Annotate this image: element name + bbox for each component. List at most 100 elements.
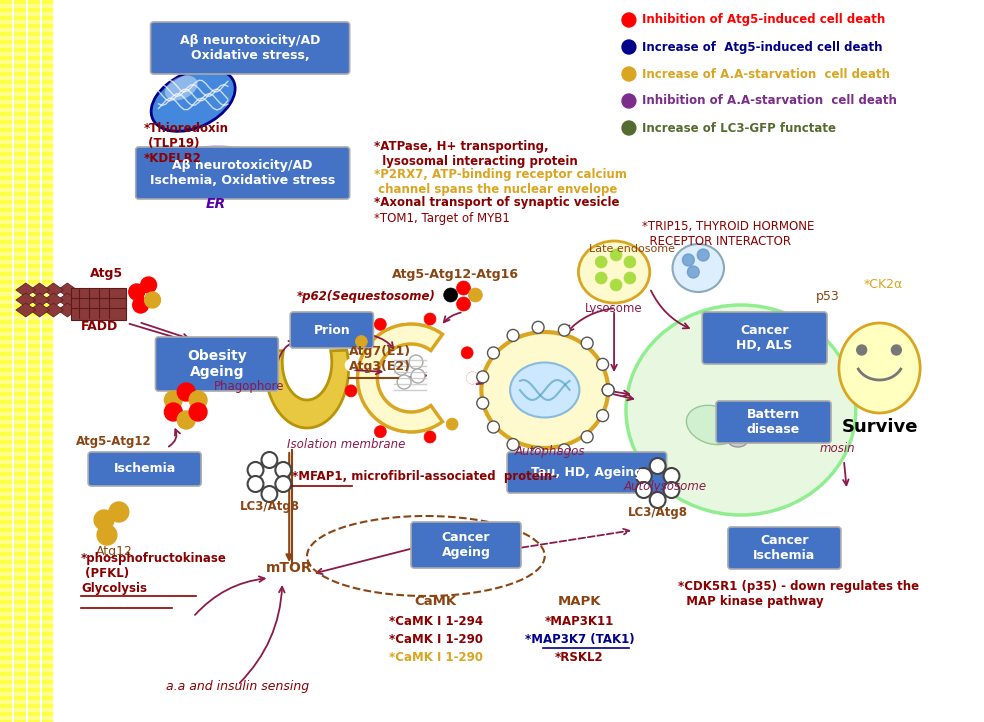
FancyBboxPatch shape [411,522,521,568]
Ellipse shape [152,147,255,197]
Polygon shape [57,303,78,317]
Bar [14,560,26,564]
Bar [0,664,12,668]
Circle shape [468,288,482,302]
Bar [41,352,53,356]
Polygon shape [30,303,49,317]
Circle shape [109,502,129,522]
Bar [28,712,39,716]
Bar [41,472,53,476]
Text: *Axonal transport of synaptic vesicle: *Axonal transport of synaptic vesicle [374,196,620,209]
Circle shape [507,438,519,451]
Bar [28,208,39,212]
Circle shape [622,67,636,81]
Bar [14,592,26,596]
Bar [14,184,26,188]
Text: *TOM1, Target of MYB1: *TOM1, Target of MYB1 [374,212,511,225]
Circle shape [892,345,901,355]
Bar [28,152,39,156]
Bar [28,248,39,252]
Bar [14,536,26,540]
Bar [41,192,53,196]
Bar [14,160,26,164]
Circle shape [857,345,867,355]
Circle shape [624,272,636,284]
Polygon shape [266,350,348,428]
Text: Increase of  Atg5-induced cell death: Increase of Atg5-induced cell death [642,40,883,53]
Bar [41,56,53,60]
Bar [14,368,26,372]
Bar [14,464,26,468]
Bar [41,64,53,68]
Bar [41,552,53,556]
Bar [0,56,12,60]
Circle shape [610,279,622,291]
Bar [28,552,39,556]
Bar [28,272,39,276]
Bar [0,200,12,204]
Bar [28,352,39,356]
Bar [0,168,12,172]
Text: Increase of A.A-starvation  cell death: Increase of A.A-starvation cell death [642,67,890,80]
Circle shape [97,525,117,545]
Ellipse shape [672,244,724,292]
Circle shape [622,40,636,54]
Bar [14,232,26,236]
Bar [28,464,39,468]
Bar [0,112,12,116]
FancyBboxPatch shape [507,452,666,493]
Text: Increase of LC3-GFP functate: Increase of LC3-GFP functate [642,121,835,134]
Bar [14,504,26,508]
Circle shape [622,13,636,27]
Bar [14,336,26,340]
Ellipse shape [201,149,255,180]
Bar [14,640,26,644]
Circle shape [487,347,500,359]
Circle shape [624,256,636,268]
Text: FADD: FADD [81,320,118,333]
Bar [14,432,26,436]
Bar [41,640,53,644]
Bar [0,584,12,588]
Bar [14,128,26,132]
Bar [14,64,26,68]
Bar [0,72,12,76]
Bar [41,136,53,140]
Bar [14,400,26,404]
Text: Tau, HD, Ageing: Tau, HD, Ageing [530,466,643,479]
Bar [14,320,26,324]
Bar [0,40,12,44]
Bar [0,632,12,636]
Bar [14,704,26,708]
Bar [41,664,53,668]
Bar [41,16,53,20]
Circle shape [262,486,277,502]
Bar [41,296,53,300]
Ellipse shape [728,433,748,447]
Bar [14,144,26,148]
Ellipse shape [687,405,740,445]
Text: *MFAP1, microfibril-associated  protein-: *MFAP1, microfibril-associated protein- [292,470,557,483]
Bar [28,392,39,396]
Bar [0,280,12,284]
Circle shape [411,369,425,383]
Polygon shape [43,283,63,297]
Text: *phosphofructokinase
 (PFKL)
Glycolysis: *phosphofructokinase (PFKL) Glycolysis [82,552,227,595]
Bar [28,696,39,700]
Bar [41,288,53,292]
Bar [28,56,39,60]
Text: Ischemia: Ischemia [113,463,176,476]
Bar [14,496,26,500]
Bar [28,704,39,708]
Bar [41,256,53,260]
Bar [28,544,39,548]
Bar [14,360,26,364]
Bar [41,320,53,324]
Bar [28,648,39,652]
Text: Late endosome: Late endosome [588,244,675,254]
Circle shape [248,462,264,478]
Bar [0,8,12,12]
Bar [41,600,53,604]
Bar [41,24,53,28]
Circle shape [477,371,489,383]
